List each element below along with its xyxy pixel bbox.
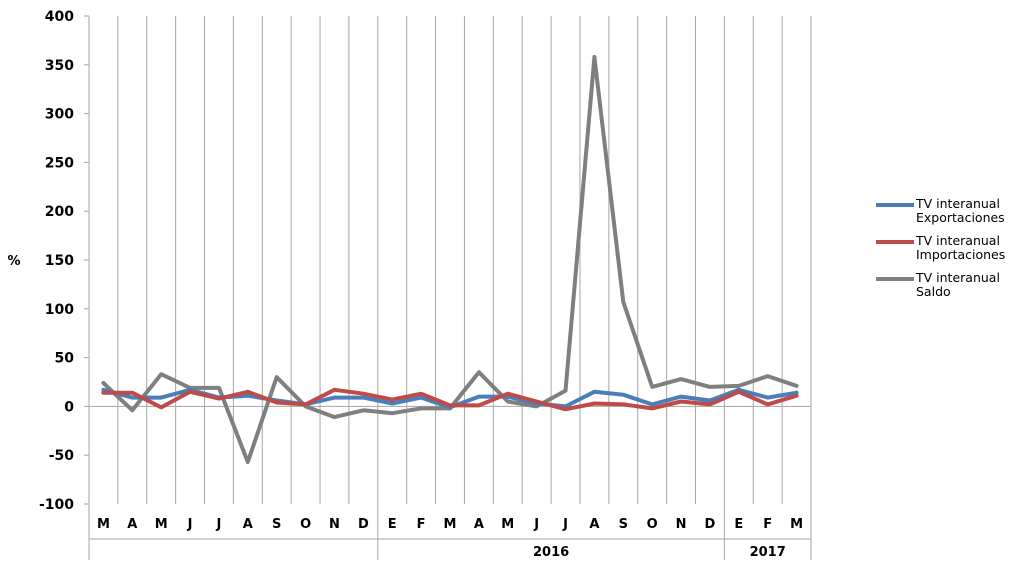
x-tick-label: A xyxy=(474,517,484,532)
x-tick-label: J xyxy=(187,517,193,532)
legend-swatch-exportaciones xyxy=(876,203,914,207)
y-tick-label: -50 xyxy=(49,448,75,464)
x-tick-label: D xyxy=(358,517,369,532)
x-tick-label: N xyxy=(676,517,687,532)
x-tick-label: O xyxy=(300,517,311,532)
y-axis-ticks: 400 350 300 250 200 150 100 50 0 -50 -100 xyxy=(39,9,89,513)
y-tick-label: 250 xyxy=(45,155,74,171)
x-tick-label: E xyxy=(734,517,743,532)
y-tick-label: 50 xyxy=(55,351,75,367)
x-tick-label: F xyxy=(417,517,426,532)
x-tick-label: O xyxy=(647,517,658,532)
y-tick-label: 200 xyxy=(45,204,74,220)
legend-label-saldo: TV interanual Saldo xyxy=(916,270,1000,299)
y-tick-label: 400 xyxy=(45,9,74,25)
series-lines xyxy=(101,55,799,464)
x-tick-label: M xyxy=(501,517,514,532)
x-tick-label: J xyxy=(562,517,568,532)
x-tick-label: M xyxy=(444,517,457,532)
x-tick-label: F xyxy=(763,517,772,532)
vertical-gridlines xyxy=(88,16,812,504)
legend: TV interanual Exportaciones TV interanua… xyxy=(876,197,1034,308)
x-tick-label: J xyxy=(216,517,222,532)
legend-swatch-importaciones xyxy=(876,240,914,244)
x-tick-label: M xyxy=(97,517,110,532)
x-tick-label: E xyxy=(388,517,397,532)
legend-item-importaciones: TV interanual Importaciones xyxy=(876,234,1034,271)
x-axis: M A M J J A S O N D E F M A M J J A S O N D E F M 2016 2017 xyxy=(88,504,812,560)
legend-label-importaciones: TV interanual Importaciones xyxy=(916,233,1006,262)
series-line-1 xyxy=(101,387,799,412)
x-tick-label: M xyxy=(790,517,803,532)
x-tick-label: A xyxy=(127,517,137,532)
x-tick-label: N xyxy=(329,517,340,532)
x-tick-label: S xyxy=(619,517,628,532)
y-tick-label: 0 xyxy=(64,399,74,415)
legend-swatch-saldo xyxy=(876,277,914,281)
x-tick-label: J xyxy=(533,517,539,532)
x-tick-label: M xyxy=(155,517,168,532)
legend-label-exportaciones: TV interanual Exportaciones xyxy=(916,196,1005,225)
x-tick-label: A xyxy=(243,517,253,532)
x-tick-label: A xyxy=(589,517,599,532)
year-label: 2016 xyxy=(533,545,569,560)
legend-item-exportaciones: TV interanual Exportaciones xyxy=(876,197,1034,234)
y-tick-label: 300 xyxy=(45,107,74,123)
x-tick-label: D xyxy=(705,517,716,532)
y-tick-label: 100 xyxy=(45,302,74,318)
y-axis-label: % xyxy=(7,254,20,269)
y-tick-label: 350 xyxy=(45,58,74,74)
y-tick-label: 150 xyxy=(45,253,74,269)
legend-item-saldo: TV interanual Saldo xyxy=(876,271,1034,308)
year-label: 2017 xyxy=(750,545,786,560)
y-tick-label: -100 xyxy=(39,497,74,513)
x-tick-label: S xyxy=(272,517,281,532)
